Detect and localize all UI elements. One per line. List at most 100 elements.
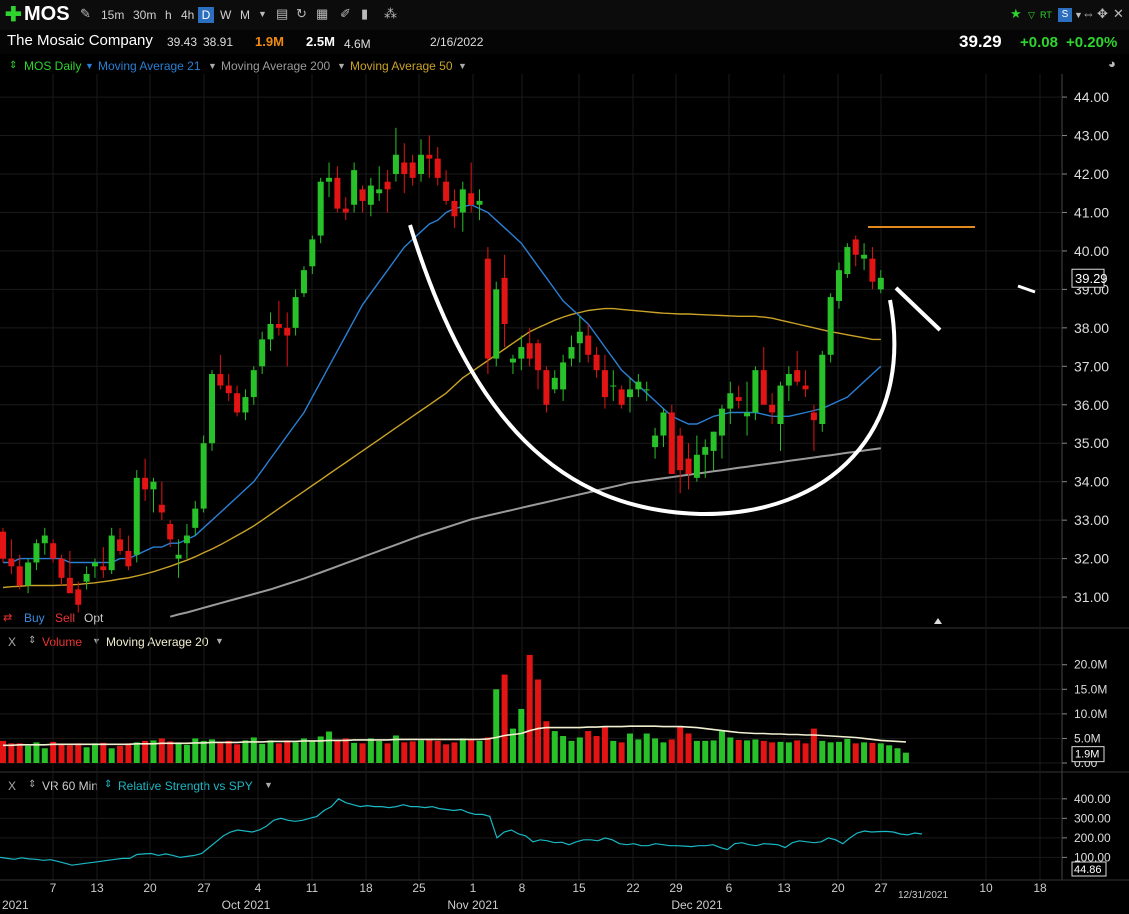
candle-body — [167, 524, 174, 540]
candle-body — [125, 550, 132, 567]
color-palette-icon[interactable]: ◕ — [1108, 56, 1116, 71]
legend-relative-strength[interactable]: Relative Strength vs SPY — [118, 779, 253, 793]
candle-body — [585, 335, 592, 355]
timeframe-30m[interactable]: 30m — [133, 8, 157, 22]
x-tick-label: 20 — [143, 881, 157, 895]
volume-bar — [100, 742, 107, 763]
chart-type-icon[interactable]: ▤ — [276, 6, 289, 21]
favorite-star-icon[interactable]: ★ — [1010, 6, 1022, 21]
pencil-tag-icon[interactable]: ✎ — [80, 6, 91, 21]
volume-last-label: 1.9M — [1075, 749, 1099, 761]
candle-body — [392, 154, 399, 174]
vr-handle-icon[interactable]: ⇕ — [28, 779, 37, 790]
legend-volume-ma-dropdown-icon[interactable]: ▼ — [215, 636, 224, 646]
legend-ma200-dropdown-icon[interactable]: ▼ — [337, 61, 346, 71]
symbol-input[interactable]: MOS — [24, 3, 70, 25]
legend-volume-dropdown-icon[interactable]: ▼ — [92, 636, 101, 646]
candle-body — [752, 370, 759, 413]
volume-bar — [744, 740, 751, 763]
candle-body — [443, 181, 450, 201]
trade-icon[interactable]: ⇄ — [3, 612, 13, 624]
timeframe-d[interactable]: D — [198, 7, 214, 23]
candle-body — [710, 431, 717, 451]
volume-bar — [836, 741, 842, 763]
move-icon[interactable]: ✥ — [1097, 6, 1108, 21]
options-button[interactable]: Opt — [84, 611, 104, 625]
candle-body — [376, 189, 383, 194]
layout-icon[interactable]: ▮ — [361, 6, 369, 21]
indicators-icon[interactable]: ▦ — [316, 6, 329, 21]
x-tick-label: 10 — [979, 881, 993, 895]
candle-body — [267, 324, 274, 340]
candle-body — [426, 154, 433, 159]
candle-body — [309, 239, 316, 267]
legend-vr[interactable]: VR 60 Min — [42, 779, 99, 793]
share-icon[interactable]: ⁂ — [384, 6, 397, 21]
rs-close-button[interactable]: X — [8, 779, 17, 793]
legend-volume[interactable]: Volume — [42, 635, 83, 649]
candle-body — [351, 170, 358, 205]
candle-body — [234, 393, 241, 413]
legend-ma50-dropdown-icon[interactable]: ▼ — [458, 61, 467, 71]
timeframe-15m[interactable]: 15m — [101, 8, 125, 22]
volume-bar — [543, 721, 550, 763]
legend-ma200[interactable]: Moving Average 200 — [221, 59, 331, 73]
legend-ma50[interactable]: Moving Average 50 — [350, 59, 453, 73]
close-icon[interactable]: ✕ — [1113, 6, 1124, 21]
volume-bar — [359, 743, 366, 763]
x-tick-label: 13 — [777, 881, 791, 895]
x-tick-label: 27 — [197, 881, 211, 895]
volume-bar — [476, 740, 483, 763]
buy-button[interactable]: Buy — [24, 611, 45, 625]
volume-bar — [200, 740, 207, 763]
volume-bar — [300, 738, 307, 763]
cursor-date-label: 12/31/2021 — [898, 890, 948, 901]
candle-body — [501, 277, 508, 324]
volume-bar — [660, 742, 667, 763]
filter-icon[interactable]: ▽ — [1028, 10, 1035, 20]
candle-body — [869, 258, 876, 282]
sync-badge[interactable]: S — [1058, 8, 1072, 22]
volume-bar — [702, 740, 709, 763]
candle-body — [518, 347, 525, 359]
compare-icon[interactable]: ↻ — [296, 6, 307, 21]
volume-bar — [384, 743, 391, 763]
volume-close-button[interactable]: X — [8, 635, 17, 649]
volume-y-tick-label: 5.0M — [1074, 731, 1101, 745]
add-symbol-icon[interactable]: ✚ — [5, 4, 22, 26]
legend-volume-ma[interactable]: Moving Average 20 — [106, 635, 209, 649]
timeframe-dropdown-icon[interactable]: ▼ — [258, 9, 267, 19]
legend-series[interactable]: MOS Daily — [24, 59, 82, 73]
sell-button[interactable]: Sell — [55, 611, 76, 625]
legend-rs-dropdown-icon[interactable]: ▼ — [264, 780, 273, 790]
ma50-line — [2, 307, 881, 589]
candle-body — [568, 347, 575, 359]
volume-bar — [894, 748, 901, 763]
legend-series-dropdown-icon[interactable]: ▼ — [85, 61, 94, 71]
candle-body — [317, 181, 324, 236]
sync-dropdown-icon[interactable]: ▼ — [1074, 10, 1083, 20]
legend-ma21-dropdown-icon[interactable]: ▼ — [208, 61, 217, 71]
split-view-icon[interactable]: ⇔ — [1082, 6, 1095, 21]
volume-bar — [250, 737, 257, 763]
x-tick-label: 1 — [470, 881, 477, 895]
volume-bar — [861, 742, 868, 763]
volume-bar — [392, 735, 399, 763]
annotations — [408, 224, 1036, 624]
rs-handle-icon[interactable]: ⇕ — [104, 779, 113, 790]
volume-bar — [33, 742, 40, 763]
volume-bar — [601, 726, 608, 763]
legend-ma21[interactable]: Moving Average 21 — [98, 59, 201, 73]
draw-icon[interactable]: ✐ — [340, 6, 351, 21]
timeframe-4h[interactable]: 4h — [181, 8, 195, 22]
volume-handle-icon[interactable]: ⇕ — [28, 635, 37, 646]
series-handle-icon[interactable]: ⇕ — [9, 60, 18, 71]
timeframe-m[interactable]: M — [240, 8, 250, 22]
candle-body — [384, 181, 391, 190]
candle-body — [359, 189, 366, 201]
timeframe-h[interactable]: h — [165, 8, 172, 22]
volume-bar — [351, 742, 358, 763]
timeframe-w[interactable]: W — [220, 8, 232, 22]
ma21-line — [3, 204, 882, 564]
